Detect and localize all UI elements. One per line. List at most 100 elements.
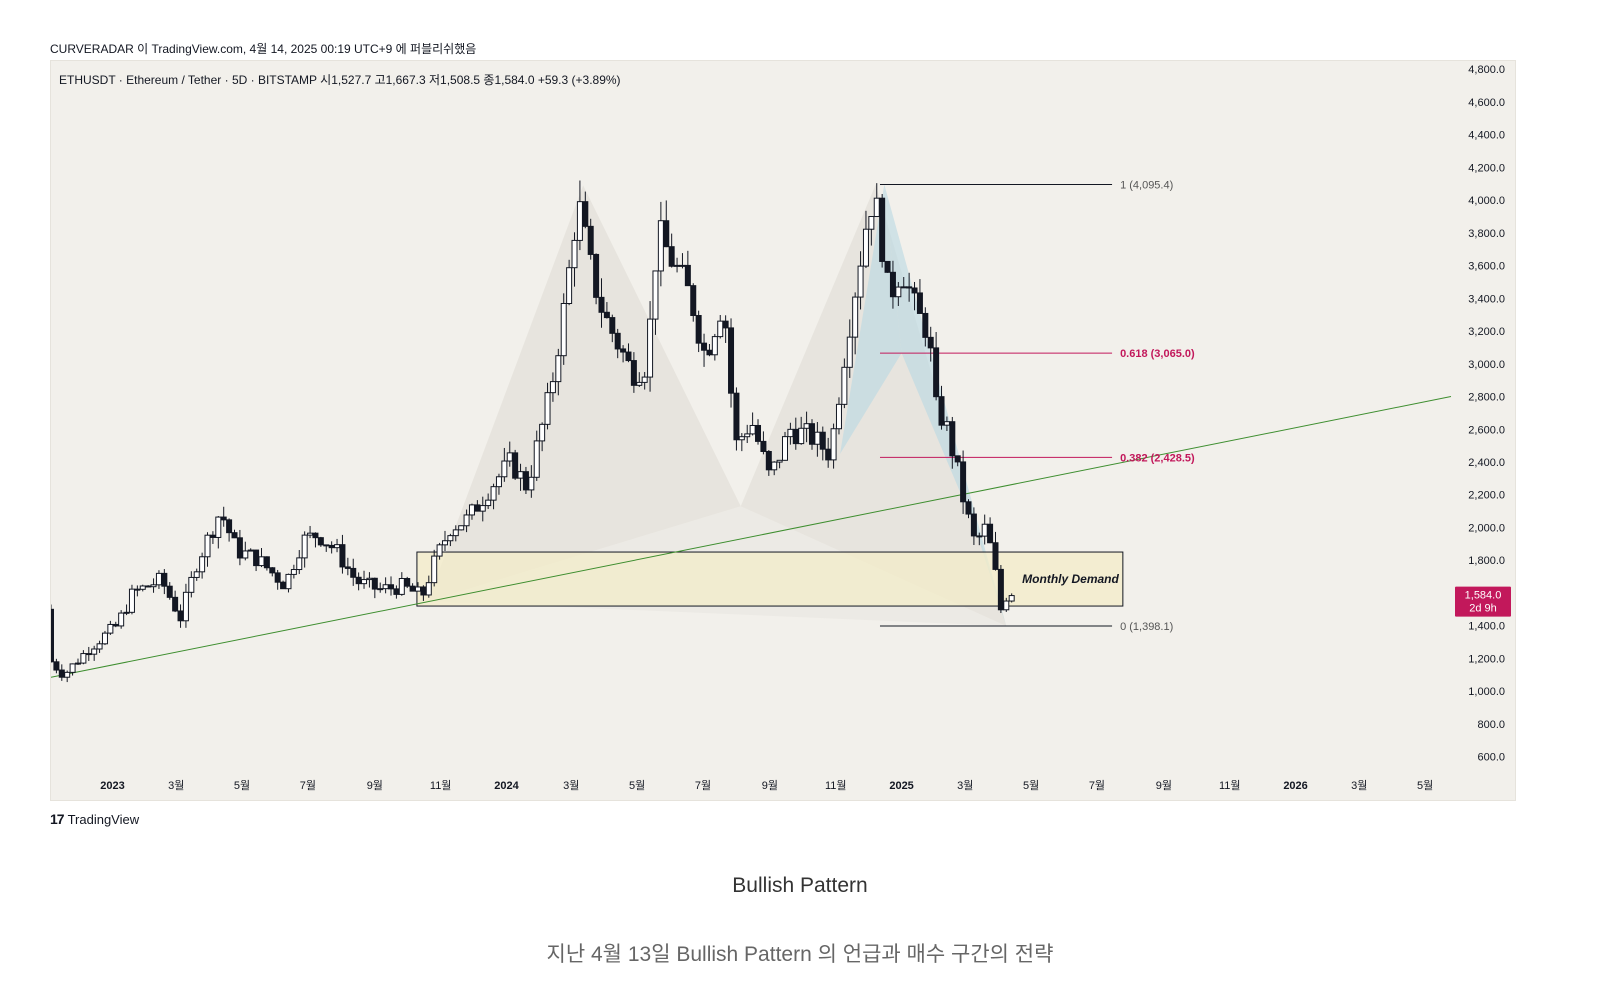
y-tick-label-1: 4,600.0: [1468, 97, 1505, 109]
candle-body-4: [69, 663, 76, 673]
candle-body-138: [792, 428, 799, 445]
x-tick-label-10: 9월: [762, 779, 778, 792]
candle-body-47: [301, 534, 308, 559]
tradingview-logo[interactable]: 17 TradingView: [50, 811, 139, 827]
candle-body-158: [900, 286, 907, 289]
candle-body-101: [593, 253, 600, 298]
x-tick-label-15: 7월: [1089, 779, 1105, 792]
last-price-tag: [1455, 586, 1511, 617]
publish-line: CURVERADAR 이 TradingView.com, 4월 14, 202…: [50, 42, 477, 56]
candle-body-107: [625, 351, 632, 362]
candle-body-8: [91, 648, 98, 655]
candle-body-71: [431, 555, 438, 584]
candle-body-52: [328, 544, 335, 549]
candle-body-69: [420, 586, 427, 596]
price-chart[interactable]: Monthly Demand 1 (4,095.4) 0.618 (3,065.0)…: [51, 61, 1517, 802]
candle-body-24: [177, 610, 184, 622]
candle-body-165: [938, 396, 945, 426]
y-tick-label-8: 3,200.0: [1468, 326, 1505, 338]
candle-body-122: [706, 349, 713, 356]
candle-body-102: [598, 296, 605, 313]
candle-body-161: [916, 292, 923, 314]
candle-body-164: [933, 347, 940, 398]
y-tick-label-21: 600.0: [1477, 752, 1505, 764]
candle-body-125: [722, 320, 729, 329]
candle-body-79: [474, 504, 481, 512]
candle-body-96: [566, 267, 573, 304]
candle-body-159: [906, 286, 913, 289]
y-tick-label-6: 3,600.0: [1468, 261, 1505, 273]
x-tick-label-14: 5월: [1023, 779, 1039, 792]
y-tick-label-20: 800.0: [1477, 719, 1505, 731]
candle-body-2: [58, 669, 65, 678]
candle-body-68: [415, 586, 422, 592]
candle-body-81: [485, 499, 492, 507]
candle-body-90: [533, 440, 540, 478]
candle-body-106: [620, 348, 627, 353]
candle-body-120: [695, 315, 702, 344]
candle-body-151: [862, 228, 869, 267]
candle-body-18: [145, 585, 152, 588]
candle-body-113: [657, 220, 664, 272]
y-tick-label-13: 2,200.0: [1468, 490, 1505, 502]
candle-body-87: [517, 471, 524, 479]
candle-body-166: [943, 421, 950, 426]
candle-body-104: [609, 317, 616, 334]
y-tick-label-18: 1,200.0: [1468, 653, 1505, 665]
candle-body-163: [927, 336, 934, 349]
candle-body-74: [447, 535, 454, 542]
candle-body-173: [981, 523, 988, 537]
candle-body-111: [647, 318, 654, 378]
candle-body-62: [382, 584, 389, 590]
candle-body-31: [215, 516, 222, 538]
candle-body-1: [53, 661, 60, 671]
candle-body-73: [441, 540, 448, 546]
candle-body-46: [296, 557, 303, 571]
candle-body-42: [274, 572, 281, 583]
candle-body-64: [393, 588, 400, 595]
y-tick-label-15: 1,800.0: [1468, 555, 1505, 567]
candle-body-141: [808, 423, 815, 445]
candle-body-153: [873, 197, 880, 218]
candle-body-129: [744, 433, 751, 438]
x-tick-label-13: 3월: [957, 779, 973, 792]
demand-zone-label: Monthly Demand: [1022, 572, 1119, 586]
candle-body-139: [798, 427, 805, 445]
y-tick-label-11: 2,600.0: [1468, 424, 1505, 436]
candle-body-35: [236, 537, 243, 559]
candle-body-11: [107, 623, 114, 634]
candle-body-177: [1003, 600, 1010, 611]
candle-body-91: [539, 423, 546, 442]
candle-body-58: [361, 579, 368, 585]
candle-body-66: [404, 578, 411, 587]
x-tick-label-7: 3월: [563, 779, 579, 792]
candle-body-34: [231, 532, 238, 539]
candle-body-168: [954, 455, 961, 463]
candle-body-30: [209, 534, 216, 538]
candle-body-172: [976, 535, 983, 538]
x-tick-label-3: 7월: [300, 779, 316, 792]
candle-body-175: [992, 542, 999, 570]
candle-body-121: [701, 342, 708, 351]
candle-body-70: [425, 582, 432, 596]
candle-body-55: [344, 566, 351, 569]
candle-body-20: [155, 572, 162, 586]
candle-body-23: [172, 596, 179, 612]
candle-body-123: [711, 336, 718, 356]
candle-body-6: [80, 653, 87, 664]
candle-body-137: [787, 428, 794, 438]
chart-panel[interactable]: Monthly Demand 1 (4,095.4) 0.618 (3,065.0)…: [50, 60, 1516, 801]
y-tick-label-0: 4,800.0: [1468, 64, 1505, 76]
caption-subtitle: 지난 4월 13일 Bullish Pattern 의 언급과 매수 구간의 전…: [546, 943, 1054, 966]
candle-body-143: [819, 431, 826, 450]
symbol-legend: ETHUSDT · Ethereum / Tether · 5D · BITST…: [59, 73, 621, 87]
candle-body-128: [738, 436, 745, 441]
candle-body-75: [452, 529, 459, 537]
candle-body-40: [263, 556, 270, 569]
candle-body-135: [776, 459, 783, 463]
candle-body-3: [64, 671, 71, 678]
candle-body-142: [814, 431, 821, 445]
candle-body-9: [96, 643, 103, 650]
x-tick-label-16: 9월: [1156, 779, 1172, 792]
candle-body-22: [166, 585, 173, 598]
